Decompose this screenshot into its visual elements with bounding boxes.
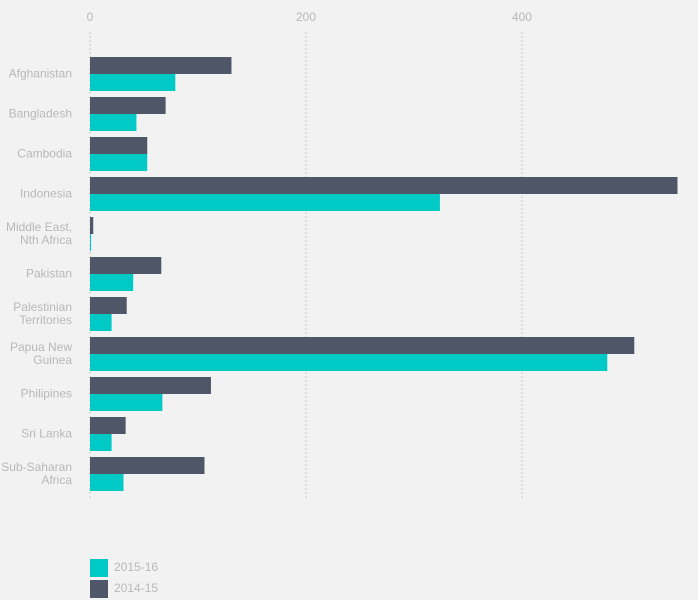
bar bbox=[90, 377, 211, 394]
bar bbox=[90, 74, 176, 91]
bar bbox=[90, 394, 163, 411]
bar bbox=[90, 177, 678, 194]
x-tick-label: 400 bbox=[512, 10, 532, 24]
bar bbox=[90, 274, 134, 291]
y-tick-label: Indonesia bbox=[19, 186, 72, 201]
y-tick-label: Cambodia bbox=[17, 146, 72, 161]
y-tick-label: Sub-Saharan Africa bbox=[1, 460, 72, 487]
bar bbox=[90, 97, 166, 114]
legend-label: 2015-16 bbox=[114, 560, 158, 574]
bar bbox=[90, 234, 92, 251]
bar bbox=[90, 297, 127, 314]
y-tick-label: Middle East, Nth Africa bbox=[5, 220, 72, 247]
y-tick-label: Afghanistan bbox=[8, 66, 72, 81]
bar bbox=[90, 217, 94, 234]
bar bbox=[90, 474, 124, 491]
y-tick-label: Bangladesh bbox=[8, 106, 72, 121]
y-tick-label: Philipines bbox=[20, 386, 72, 401]
bar bbox=[90, 154, 148, 171]
legend-swatch bbox=[90, 559, 108, 577]
bar bbox=[90, 57, 232, 74]
bar bbox=[90, 114, 137, 131]
y-tick-label: Papua New Guinea bbox=[9, 340, 72, 367]
x-tick-label: 0 bbox=[87, 10, 94, 24]
y-tick-label: Palestinian Territories bbox=[13, 300, 72, 327]
legend-label: 2014-15 bbox=[114, 581, 158, 595]
bar bbox=[90, 314, 112, 331]
y-tick-label: Pakistan bbox=[25, 266, 72, 281]
bar bbox=[90, 257, 162, 274]
bar bbox=[90, 417, 126, 434]
x-tick-label: 200 bbox=[296, 10, 316, 24]
bar bbox=[90, 354, 608, 371]
bar bbox=[90, 137, 148, 154]
y-tick-label: Sri Lanka bbox=[21, 426, 72, 441]
bar bbox=[90, 194, 440, 211]
bar bbox=[90, 337, 635, 354]
legend-swatch bbox=[90, 580, 108, 598]
bar bbox=[90, 434, 112, 451]
bar bbox=[90, 457, 205, 474]
